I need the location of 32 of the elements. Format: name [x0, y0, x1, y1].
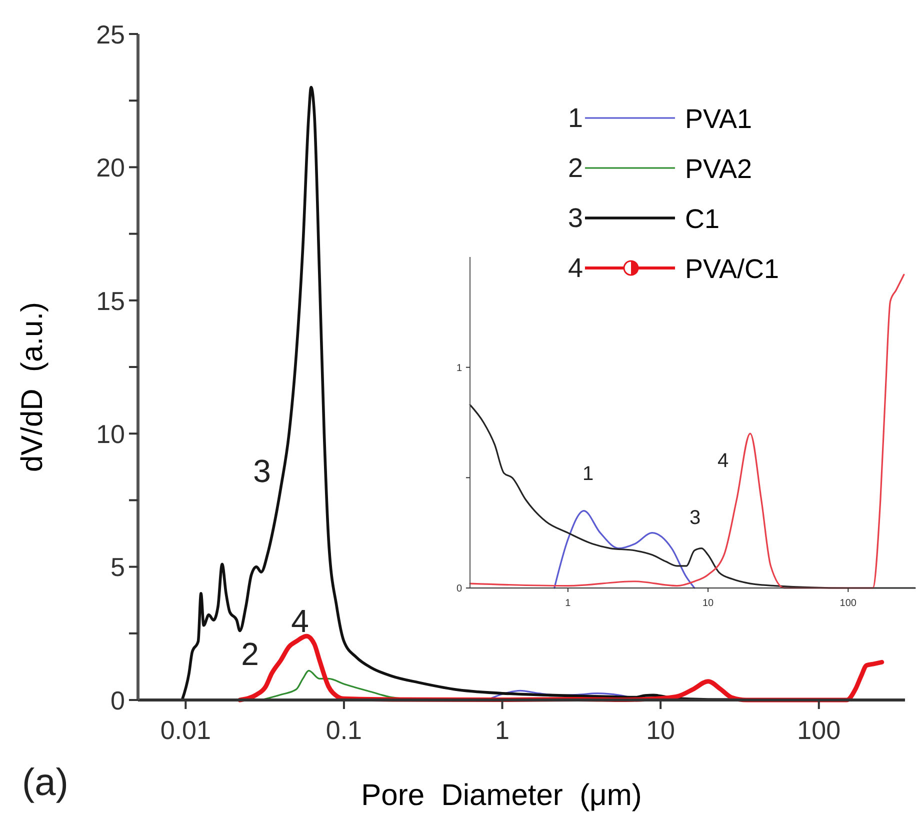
legend-label: PVA/C1	[685, 254, 780, 284]
y-tick-label: 0	[110, 685, 125, 716]
legend-label: C1	[685, 204, 720, 234]
legend-label: PVA2	[685, 154, 752, 184]
y-tick-label: 5	[110, 552, 125, 582]
annotation: 4	[717, 450, 729, 472]
y-tick-label: 0	[456, 584, 462, 595]
x-tick-label: 1	[565, 598, 572, 609]
x-axis-title: Pore Diameter (μm)	[361, 779, 642, 812]
y-tick-label: 10	[96, 418, 125, 449]
annotation: 2	[568, 153, 583, 183]
x-tick-label: 100	[840, 598, 857, 609]
y-tick-label: 15	[96, 286, 125, 316]
x-tick-label: 10	[702, 598, 714, 609]
annotation: 1	[568, 103, 583, 133]
text: (a)	[22, 762, 68, 804]
annotation: 4	[291, 603, 309, 639]
x-tick-label: 0.1	[326, 715, 362, 745]
annotation: 4	[568, 253, 583, 283]
x-tick-label: 10	[646, 715, 676, 745]
x-tick-label: 0.01	[160, 715, 211, 745]
y-axis-title: dV/dD (a.u.)	[16, 302, 49, 472]
annotation: 3	[689, 507, 701, 529]
annotation: 3	[253, 453, 271, 489]
y-tick-label: 25	[96, 19, 125, 50]
annotation: 3	[568, 203, 583, 233]
legend-label: PVA1	[685, 104, 752, 134]
x-tick-label: 1	[495, 715, 510, 745]
annotation: 2	[241, 636, 259, 672]
x-tick-label: 100	[797, 715, 841, 745]
annotation: 1	[582, 463, 594, 485]
y-tick-label: 20	[96, 152, 125, 183]
